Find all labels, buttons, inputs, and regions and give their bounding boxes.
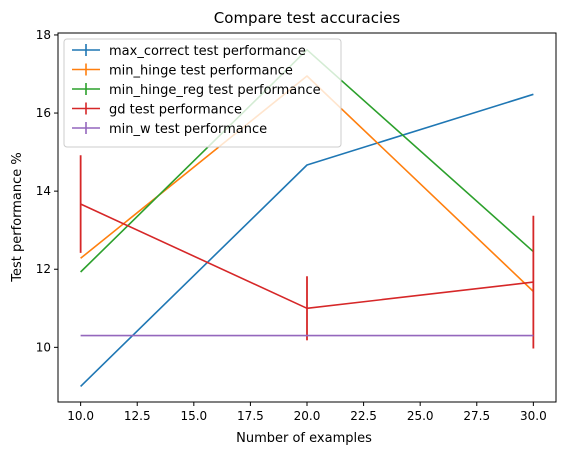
legend-label: min_w test performance xyxy=(109,122,267,137)
x-tick-label: 20.0 xyxy=(294,409,321,423)
y-tick-label: 18 xyxy=(36,28,51,42)
x-axis-label: Number of examples xyxy=(236,431,372,446)
legend-box xyxy=(63,38,342,148)
chart-title: Compare test accuracies xyxy=(214,9,401,27)
legend-label: max_correct test performance xyxy=(109,44,306,59)
x-tick-label: 15.0 xyxy=(180,409,207,423)
x-tick-label: 27.5 xyxy=(463,409,490,423)
legend: max_correct test performance min_hinge te… xyxy=(63,38,342,148)
x-tick-label: 22.5 xyxy=(350,409,377,423)
series-line-0 xyxy=(80,93,534,387)
y-tick-label: 14 xyxy=(36,184,51,198)
y-axis-label: Test performance % xyxy=(10,152,25,282)
x-tick-label: 10.0 xyxy=(67,409,94,423)
x-tick-label: 12.5 xyxy=(124,409,151,423)
y-tick-label: 10 xyxy=(36,340,51,354)
x-tick-label: 30.0 xyxy=(520,409,547,423)
legend-label: min_hinge_reg test performance xyxy=(109,83,321,98)
y-tick-label: 16 xyxy=(36,106,51,120)
axes: 10.0 12.5 15.0 17.5 20.0 22.5 25.0 27.5 30.0 10 12… xyxy=(36,28,557,423)
x-tick-label: 25.0 xyxy=(407,409,434,423)
legend-label: min_hinge test performance xyxy=(109,64,293,79)
x-tick-label: 17.5 xyxy=(237,409,264,423)
y-tick-label: 12 xyxy=(36,262,51,276)
legend-label: gd test performance xyxy=(109,103,242,118)
